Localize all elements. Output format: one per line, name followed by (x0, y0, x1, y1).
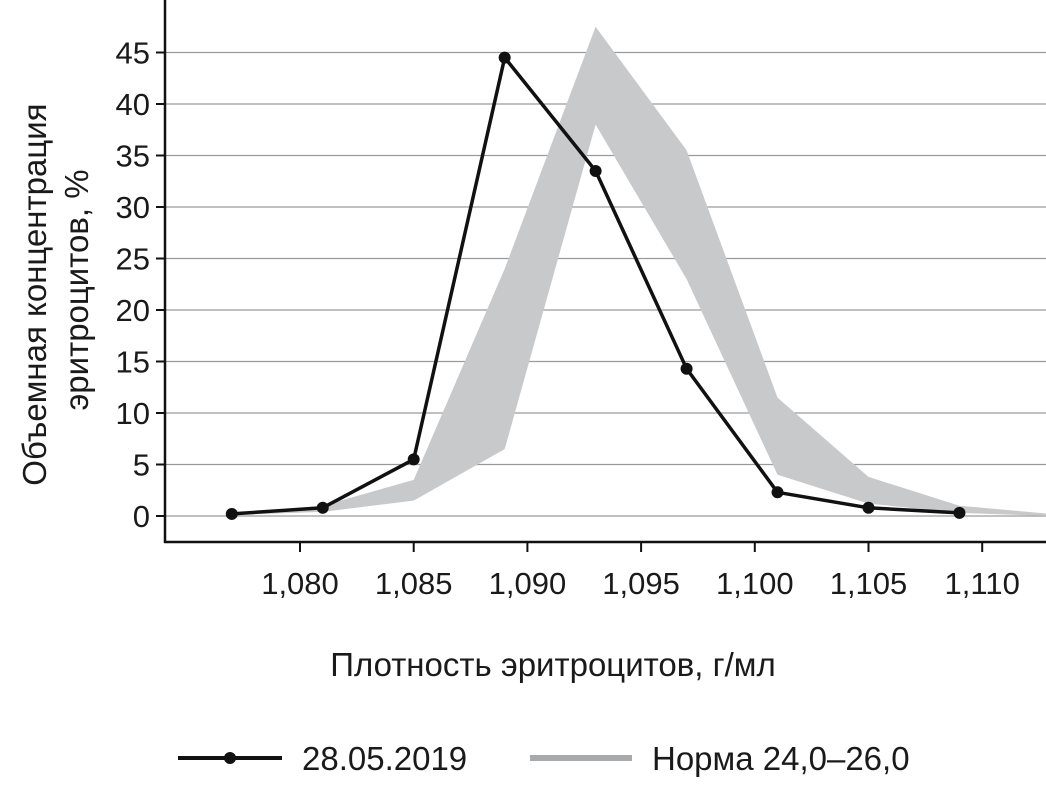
legend-label-28-05-2019: 28.05.2019 (302, 740, 467, 777)
series-norm-band (231, 26, 1046, 516)
data-point-28-05-2019-4 (589, 164, 602, 177)
data-point-28-05-2019-6 (771, 486, 784, 499)
x-tick-label-2: 1,090 (489, 566, 567, 601)
data-point-28-05-2019-7 (862, 501, 875, 514)
x-tick-label-0: 1,080 (261, 566, 339, 601)
y-tick-label-45: 45 (116, 36, 150, 71)
x-tick-label-4: 1,100 (716, 566, 794, 601)
y-tick-label-30: 30 (116, 190, 150, 225)
y-axis-title-line-1: Объемная концентрация (16, 103, 53, 485)
y-tick-label-0: 0 (133, 499, 150, 534)
x-tick-label-3: 1,095 (602, 566, 680, 601)
legend-marker-28-05-2019 (224, 752, 236, 764)
data-point-28-05-2019-5 (680, 362, 693, 375)
data-point-28-05-2019-2 (407, 453, 420, 466)
x-tick-label-1: 1,085 (375, 566, 453, 601)
data-point-28-05-2019-3 (498, 51, 511, 64)
y-tick-labels: 0 5 10 15 20 25 30 35 40 45 (116, 36, 165, 534)
y-tick-label-5: 5 (133, 448, 150, 483)
legend: 28.05.2019 Норма 24,0–26,0 (178, 740, 910, 777)
data-point-28-05-2019-0 (225, 507, 238, 520)
x-tick-label-6: 1,110 (945, 566, 1020, 601)
y-tick-label-20: 20 (116, 293, 150, 328)
y-tick-label-25: 25 (116, 242, 150, 277)
legend-label-norm: Норма 24,0–26,0 (652, 740, 910, 777)
y-tick-label-35: 35 (116, 139, 150, 174)
x-tick-label-5: 1,105 (830, 566, 908, 601)
data-point-28-05-2019-8 (953, 506, 966, 519)
series-line-28-05-2019 (231, 55, 960, 516)
y-tick-label-15: 15 (116, 345, 150, 380)
y-tick-label-10: 10 (116, 396, 150, 431)
norm-band-layer (231, 26, 1046, 516)
data-point-28-05-2019-1 (316, 501, 329, 514)
y-axis-title: Объемная концентрация эритроцитов, % (16, 94, 95, 485)
y-axis-title-line-2: эритроцитов, % (58, 169, 95, 410)
y-tick-label-40: 40 (116, 87, 150, 122)
series-line-layer (225, 51, 966, 520)
x-tick-labels: 1,080 1,085 1,090 1,095 1,100 1,105 1,110 (261, 542, 1020, 601)
x-axis-title: Плотность эритроцитов, г/мл (330, 646, 776, 683)
axes (163, 0, 1046, 544)
